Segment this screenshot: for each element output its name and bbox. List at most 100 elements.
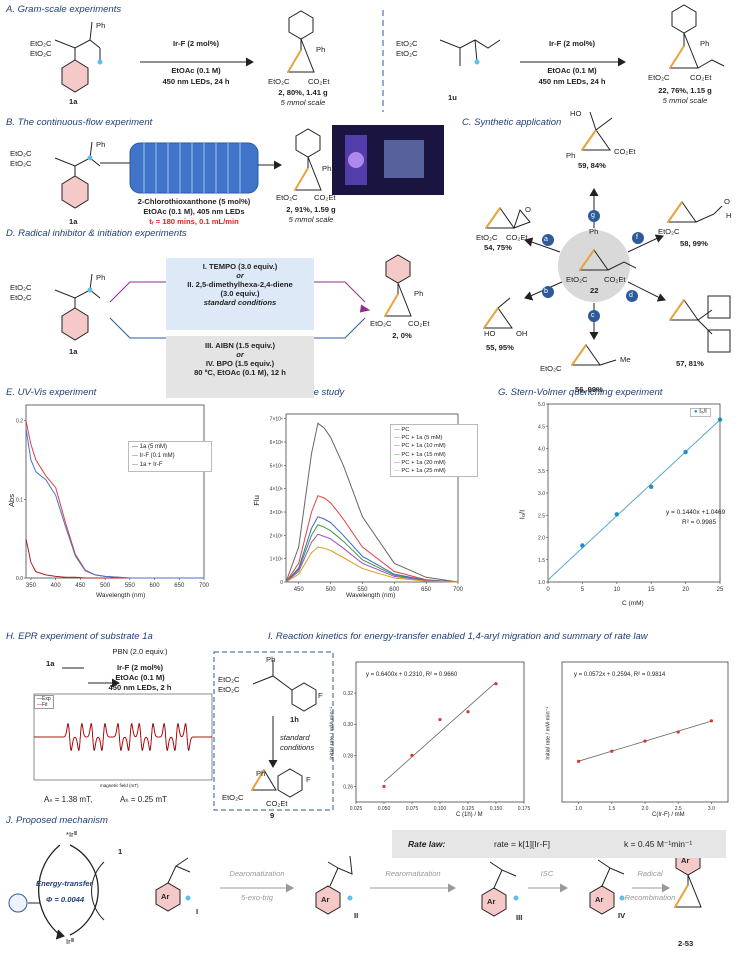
sv-ytick-label: 5.0 <box>538 402 545 408</box>
fl-legend-3: — PC + 1a (15 mM) <box>394 451 446 458</box>
d-top-4: (3.0 equiv.) <box>220 288 260 298</box>
sv-legend: ● I₀/I <box>690 408 711 418</box>
d-substrate-label: 1a <box>69 347 78 356</box>
c-badge-g: g <box>591 212 595 219</box>
k-ester-2: EtO₂C <box>218 685 240 694</box>
mech-phi: Φ = 0.0044 <box>46 895 85 904</box>
fl-legend: — PC — PC + 1a (5 mM) — PC + 1a (10 mM) … <box>390 424 478 478</box>
a-prod1-ester: EtO₂C <box>268 77 290 86</box>
sv-point <box>683 449 688 455</box>
c-label-58: 58, 99% <box>680 239 708 248</box>
uv-xtick-label: 400 <box>51 583 62 589</box>
k1-ytick-label: 0.32 <box>343 691 353 697</box>
k2-xtick-label: 1.5 <box>608 806 615 812</box>
rate-law-label: Rate law: <box>408 839 446 849</box>
sv-ytick-label: 4.0 <box>538 447 545 453</box>
c-label-54: 54, 75% <box>484 243 512 252</box>
fl-ytick-label: 5×10⁶ <box>270 463 283 469</box>
section-g-title: G. Stern-Volmer quenching experiment <box>498 387 663 398</box>
d-prod-co2et: CO₂Et <box>408 319 430 328</box>
sv-point <box>580 543 585 548</box>
epr-legend: —Exp —Fit <box>34 695 54 709</box>
mech-energy-transfer: Energy-transfer <box>36 879 93 888</box>
k2-point <box>709 719 714 723</box>
sv-xtick-label: 20 <box>682 587 689 593</box>
d-top-3: II. 2,5-dimethylhexa-2,4-diene <box>187 279 293 289</box>
sv-ytick-label: 1.5 <box>538 558 545 564</box>
a-prod1-scale: 5 mmol scale <box>280 98 326 107</box>
epr-reagent-2: Ir-F (2 mol%) <box>117 663 163 672</box>
k1-xtick-label: 0.125 <box>462 806 475 812</box>
a-solvent-2: EtOAc (0.1 M) <box>547 66 597 75</box>
sv-point <box>649 484 654 489</box>
a-prod2-co2et: CO₂Et <box>690 73 712 82</box>
k1-ytick-label: 0.26 <box>343 784 353 790</box>
a-reagent-2: Ir-F (2 mol%) <box>549 39 595 48</box>
rate-law: rate = k[1][Ir-F] <box>494 839 550 849</box>
sv-xtick-label: 10 <box>613 587 620 593</box>
c-badge-f: f <box>636 234 638 241</box>
b-ph: Ph <box>96 140 106 149</box>
sv-ytick-label: 1.0 <box>538 580 545 586</box>
k-cond-1: standard <box>280 733 310 742</box>
d-bot-2: or <box>236 349 244 359</box>
plot-frame <box>561 661 729 803</box>
mech-step-2: 5-exo-trig <box>240 893 274 902</box>
epr-xlabel: magnetic field (mT) <box>100 783 139 788</box>
sv-equation: y = 0.1440x +1.0469 <box>666 509 726 516</box>
uv-xtick-label: 700 <box>199 583 210 589</box>
fl-xtick-label: 700 <box>453 587 464 593</box>
sv-xlabel: C (mM) <box>622 600 644 607</box>
b-prod-label: 2, 91%, 1.59 g <box>286 205 336 214</box>
epr-reagent-4: 450 nm LEDs, 2 h <box>108 683 172 692</box>
k-ph: Ph <box>266 655 276 664</box>
k2-point <box>676 730 680 734</box>
c-54-ester: EtO₂C <box>476 233 498 242</box>
sv-ytick-label: 2.5 <box>538 513 545 519</box>
k1-fit-line <box>383 681 497 783</box>
sv-xtick-label: 15 <box>648 587 655 593</box>
b-prod-ester: EtO₂C <box>276 193 298 202</box>
section-a-title: A. Gram-scale experiments <box>6 4 122 15</box>
k-prod-label: 9 <box>270 811 275 820</box>
b-residence: tᵣ = 180 mins, 0.1 mL/min <box>149 217 239 226</box>
a-light-2: 450 nm LEDs, 24 h <box>538 77 606 86</box>
uv-ytick-label: 0.2 <box>16 419 23 425</box>
k2-point <box>577 759 581 764</box>
section-e-title: E. UV-Vis experiment <box>6 387 97 398</box>
fl-legend-4: — PC + 1a (20 mM) <box>394 459 446 466</box>
c-badge-a: a <box>544 236 548 243</box>
epr-fit-trace <box>34 724 212 750</box>
mech-ar-5: Ar <box>681 856 690 865</box>
fl-ytick-label: 1×10⁶ <box>270 557 283 563</box>
d-ph: Ph <box>96 273 106 282</box>
mech-ir: Irᴵᴵᴵ <box>66 937 75 946</box>
k2-point <box>610 749 614 753</box>
a-ph: Ph <box>96 21 106 30</box>
b-ester-2: EtO₂C <box>10 159 32 168</box>
mech-int-2: II <box>354 911 359 920</box>
c-label-59: 59, 84% <box>578 161 606 170</box>
c-59-ph: Ph <box>566 151 576 160</box>
d-bot-3: IV. BPO (1.5 equiv.) <box>205 358 275 368</box>
k1-xtick-label: 0.175 <box>518 806 531 812</box>
b-prod-scale: 5 mmol scale <box>288 215 334 224</box>
c-56-ester: EtO₂C <box>540 364 562 373</box>
c-label-55: 55, 95% <box>486 343 514 352</box>
fl-ytick-label: 7×10⁶ <box>270 417 283 423</box>
a-reagent-1: Ir-F (2 mol%) <box>173 39 219 48</box>
k1-ytick-label: 0.30 <box>343 722 353 728</box>
uv-xtick-label: 650 <box>174 583 185 589</box>
epr-an: Aₙ = 1.38 mT, <box>44 795 93 804</box>
mech-int-4: IV <box>618 911 626 920</box>
c-56-me: Me <box>620 355 631 364</box>
k1-xtick-label: 0.100 <box>434 806 447 812</box>
uv-xtick-label: 450 <box>75 583 86 589</box>
mech-ar-2: Ar <box>321 895 330 904</box>
mech-ar-4: Ar <box>595 895 604 904</box>
uv-xlabel: Wavelength (nm) <box>96 592 146 599</box>
b-catalyst: 2-Chlorothioxanthone (5 mol%) <box>137 197 251 206</box>
k2-point <box>643 739 647 743</box>
fl-xtick-label: 450 <box>294 587 305 593</box>
